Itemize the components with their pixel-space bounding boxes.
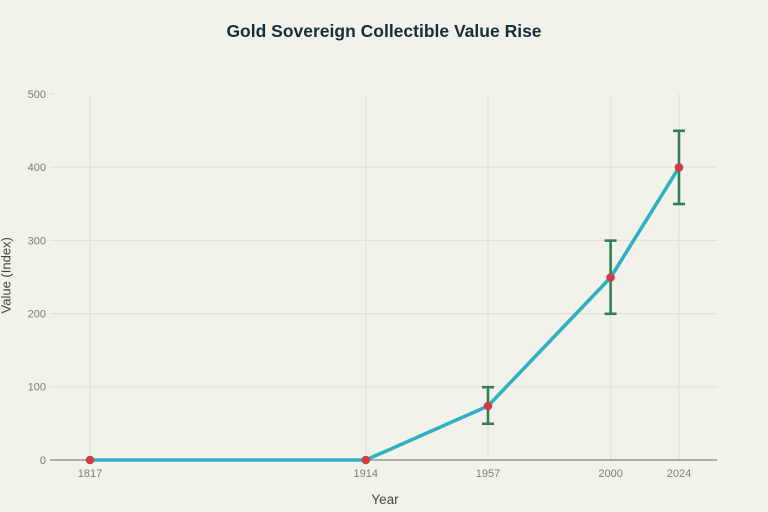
svg-text:300: 300 <box>28 235 46 247</box>
svg-text:Value (Index): Value (Index) <box>0 237 14 313</box>
svg-text:200: 200 <box>28 309 46 321</box>
svg-text:Gold Sovereign Collectible Val: Gold Sovereign Collectible Value Rise <box>226 21 541 41</box>
svg-text:100: 100 <box>28 382 46 394</box>
svg-text:Year: Year <box>371 492 399 507</box>
svg-text:1957: 1957 <box>476 468 500 480</box>
svg-text:2000: 2000 <box>598 468 622 480</box>
svg-text:500: 500 <box>28 89 46 101</box>
svg-text:1914: 1914 <box>354 468 378 480</box>
svg-text:400: 400 <box>28 162 46 174</box>
svg-text:1817: 1817 <box>78 468 102 480</box>
svg-text:2024: 2024 <box>667 468 691 480</box>
svg-text:0: 0 <box>40 455 46 467</box>
